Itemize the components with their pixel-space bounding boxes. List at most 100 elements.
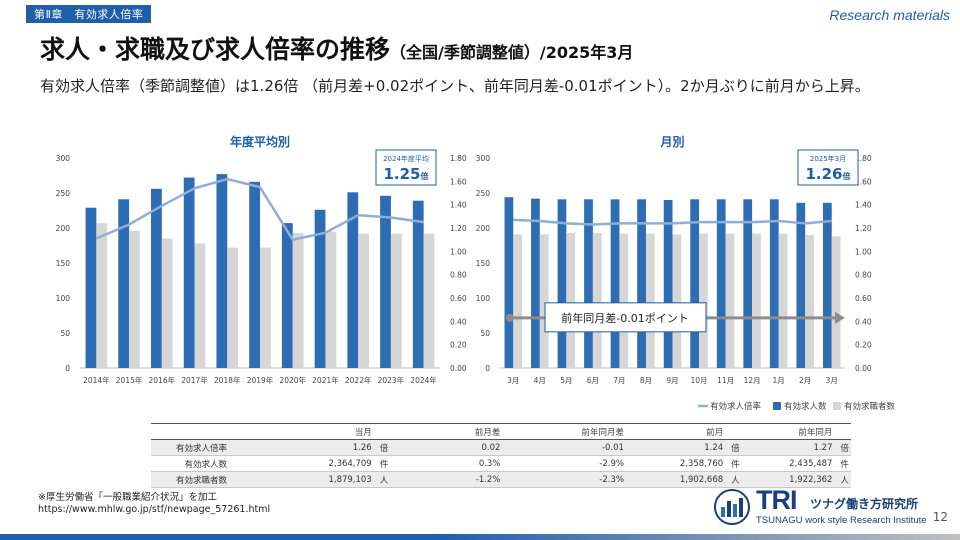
bar-job-openings bbox=[822, 202, 832, 368]
table-cell: 0.02 bbox=[393, 439, 503, 456]
bar-job-openings bbox=[663, 200, 673, 368]
annotation-text: 前年同月差-0.01ポイント bbox=[561, 311, 688, 325]
bar-job-seekers bbox=[539, 234, 549, 368]
table-cell: -2.9% bbox=[502, 455, 626, 472]
table-cell: 倍 bbox=[373, 439, 394, 456]
y-tick-left: 200 bbox=[56, 224, 71, 233]
table-cell: 1.27 bbox=[745, 439, 835, 456]
y-tick-left: 300 bbox=[56, 154, 71, 163]
bar-job-openings bbox=[769, 199, 779, 368]
table-cell: 人 bbox=[373, 471, 394, 488]
x-tick-label: 2018年 bbox=[214, 375, 241, 385]
bar-job-seekers bbox=[672, 234, 682, 368]
x-tick-label: 2016年 bbox=[149, 375, 176, 385]
table-cell: 件 bbox=[373, 455, 394, 472]
table-header-cell: 前月差 bbox=[393, 423, 503, 440]
y-tick-right: 1.20 bbox=[855, 224, 872, 233]
bar-job-seekers bbox=[778, 233, 788, 368]
bar-job-seekers bbox=[752, 233, 761, 368]
y-tick-right: 0.80 bbox=[450, 271, 467, 280]
bar-job-seekers bbox=[260, 247, 271, 368]
bar-job-seekers bbox=[645, 233, 655, 368]
bar-job-openings bbox=[504, 197, 514, 368]
y-tick-right: 1.00 bbox=[855, 247, 872, 256]
x-tick-label: 2024年 bbox=[410, 375, 437, 385]
bar-job-openings bbox=[610, 199, 620, 368]
x-tick-label: 12月 bbox=[744, 376, 761, 385]
x-tick-label: 2020年 bbox=[279, 375, 306, 385]
chart-title: 月別 bbox=[659, 135, 684, 149]
table-cell: -0.01 bbox=[502, 439, 626, 456]
callout-value: 1.25倍 bbox=[383, 165, 428, 183]
y-tick-left: 0 bbox=[65, 364, 70, 373]
bar-job-openings bbox=[743, 199, 753, 368]
y-tick-right: 0.20 bbox=[450, 341, 467, 350]
bar-job-seekers bbox=[292, 232, 304, 368]
bar-job-openings bbox=[85, 207, 97, 368]
table-cell: 人 bbox=[725, 471, 746, 488]
table-cell: -2.3% bbox=[502, 471, 626, 488]
source-line: ※厚生労働省「一般職業紹介状況」を加工 bbox=[38, 492, 217, 503]
y-tick-left: 50 bbox=[480, 329, 490, 338]
y-tick-right: 0.60 bbox=[855, 294, 872, 303]
chapter-label: 第Ⅱ章 有効求人倍率 bbox=[26, 5, 152, 23]
x-tick-label: 2023年 bbox=[378, 375, 405, 385]
table-cell: 件 bbox=[834, 455, 851, 472]
y-tick-right: 0.60 bbox=[450, 294, 467, 303]
bar-job-seekers bbox=[805, 235, 814, 368]
y-tick-right: 1.40 bbox=[855, 201, 872, 210]
table-row: 有効求職者数 1,879,103 人 -1.2% -2.3% 1,902,668… bbox=[151, 471, 851, 488]
title-sub: （全国/季節調整値） bbox=[390, 43, 540, 62]
table-header-cell bbox=[834, 423, 851, 440]
x-tick-label: 2月 bbox=[799, 376, 811, 385]
y-tick-left: 250 bbox=[476, 189, 491, 198]
x-tick-label: 2014年 bbox=[83, 375, 110, 385]
legend-label: 有効求職者数 bbox=[844, 401, 896, 412]
x-tick-label: 7月 bbox=[613, 376, 625, 385]
annotation-box bbox=[544, 302, 707, 333]
y-tick-right: 0.00 bbox=[855, 364, 872, 373]
x-tick-label: 3月 bbox=[826, 376, 838, 385]
source-note: ※厚生労働省「一般職業紹介状況」を加工 https://www.mhlw.go.… bbox=[38, 492, 270, 516]
x-tick-label: 2015年 bbox=[116, 375, 143, 385]
bar-job-seekers bbox=[325, 231, 337, 368]
x-tick-label: 2019年 bbox=[247, 375, 274, 385]
bar-job-seekers bbox=[227, 247, 239, 368]
research-materials-label: Research materials bbox=[829, 7, 950, 23]
bar-job-seekers bbox=[390, 233, 402, 368]
bar-job-seekers bbox=[513, 234, 523, 368]
bar-job-openings bbox=[183, 177, 195, 368]
y-tick-right: 1.80 bbox=[450, 154, 467, 163]
y-tick-right: 0.40 bbox=[450, 317, 467, 326]
table-row: 有効求人数 2,364,709 件 0.3% -2.9% 2,358,760 件… bbox=[151, 455, 851, 472]
table-cell: 2,435,487 bbox=[745, 455, 835, 472]
legend-label: 有効求人倍率 bbox=[710, 401, 762, 412]
bar-job-seekers bbox=[161, 238, 173, 368]
table-header-row: 当月 前月差 前年同月差 前月 前年同月 bbox=[151, 423, 851, 440]
table-cell: 有効求人数 bbox=[151, 455, 245, 472]
table-cell: 2,358,760 bbox=[625, 455, 726, 472]
title-main: 求人・求職及び求人倍率の推移 bbox=[40, 35, 391, 64]
bar-job-openings bbox=[796, 202, 806, 368]
y-tick-left: 100 bbox=[476, 294, 491, 303]
bar-job-openings bbox=[412, 200, 424, 368]
callout-label: 2025年3月 bbox=[810, 154, 846, 163]
y-tick-right: 0.80 bbox=[855, 271, 872, 280]
chart-legend: 有効求人倍率 有効求人数 有効求職者数 bbox=[698, 401, 896, 412]
x-tick-label: 2022年 bbox=[345, 375, 372, 385]
bar-job-openings bbox=[314, 209, 326, 368]
table-cell: 0.3% bbox=[393, 455, 503, 472]
y-tick-right: 1.80 bbox=[855, 154, 872, 163]
bar-job-seekers bbox=[592, 232, 602, 368]
table-cell: 有効求職者数 bbox=[151, 471, 245, 488]
table-header-cell: 前年同月 bbox=[745, 423, 835, 440]
callout-label: 2024年度平均 bbox=[383, 154, 429, 163]
y-tick-left: 50 bbox=[60, 329, 70, 338]
table-cell: 倍 bbox=[725, 439, 746, 456]
bar-job-openings bbox=[151, 188, 162, 368]
bar-job-openings bbox=[716, 199, 726, 368]
x-tick-label: 5月 bbox=[560, 376, 572, 385]
bar-job-seekers bbox=[194, 243, 206, 368]
bar-job-openings bbox=[347, 192, 359, 368]
bar-job-openings bbox=[637, 199, 646, 368]
